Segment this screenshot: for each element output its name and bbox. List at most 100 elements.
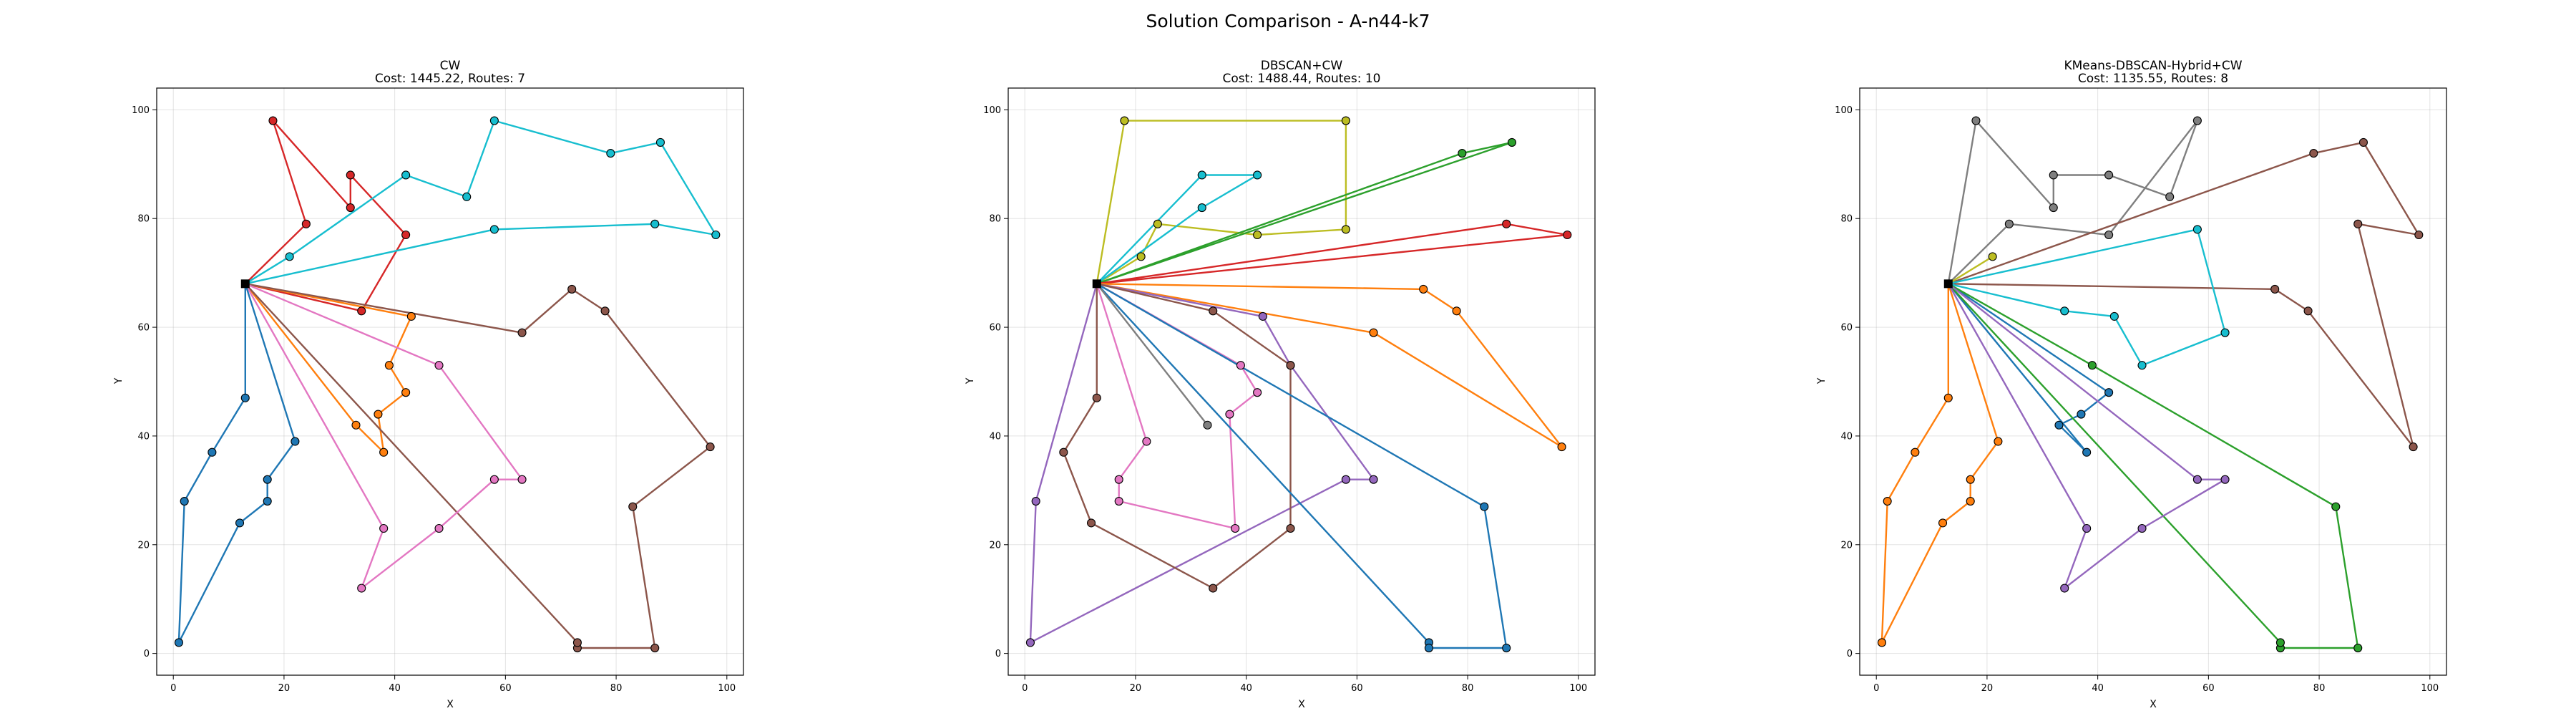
customer-point	[1114, 496, 1123, 506]
customer-point	[1458, 149, 1467, 158]
customer-point	[2087, 361, 2097, 370]
customer-point	[1369, 475, 1378, 484]
y-tick-label: 60	[1840, 323, 1853, 334]
customer-point	[2049, 203, 2058, 213]
customer-point	[2054, 420, 2064, 430]
customer-point	[2309, 149, 2318, 158]
customer-point	[1480, 502, 1489, 511]
axes-frame	[156, 87, 744, 676]
customer-point	[1153, 219, 1162, 228]
customer-point	[291, 437, 300, 446]
route-line-9	[1096, 283, 1508, 649]
y-tick-label: 40	[137, 431, 150, 442]
customer-point	[346, 170, 355, 180]
customer-point	[1120, 116, 1129, 125]
panel-kmeans-dbscan-hybrid-cw: KMeans-DBSCAN-Hybrid+CW Cost: 1135.55, R…	[1816, 59, 2447, 710]
customer-point	[1197, 203, 1206, 213]
customer-point	[2358, 137, 2368, 147]
customer-point	[1369, 328, 1378, 337]
customer-point	[1253, 230, 1262, 240]
customer-point	[2303, 306, 2313, 316]
customer-point	[406, 311, 416, 321]
customer-point	[1025, 638, 1035, 647]
x-tick-label: 100	[2421, 683, 2439, 694]
y-tick-label: 100	[983, 105, 1001, 116]
customer-point	[1142, 437, 1151, 446]
customer-point	[2353, 219, 2363, 228]
panel-subtitle: Cost: 1135.55, Routes: 8	[2078, 72, 2228, 86]
customer-point	[2049, 170, 2058, 180]
x-tick-label: 100	[718, 683, 736, 694]
customer-point	[462, 192, 472, 201]
route-line-1	[244, 120, 407, 312]
route-line-1	[1096, 120, 1347, 285]
panel-cw: CW Cost: 1445.22, Routes: 7 X Y 0 20 40 60 8…	[113, 59, 744, 710]
customer-point	[379, 523, 389, 533]
customer-point	[401, 388, 411, 397]
customer-point	[2137, 523, 2147, 533]
y-tick-label: 60	[137, 323, 150, 334]
customer-point	[2060, 306, 2069, 316]
y-tick-label: 60	[989, 323, 1001, 334]
customer-point	[1231, 523, 1240, 533]
customer-point	[357, 306, 366, 316]
y-tick-label: 20	[137, 540, 150, 551]
customer-point	[208, 448, 217, 457]
customer-point	[1883, 496, 1892, 506]
x-tick-label: 20	[278, 683, 291, 694]
x-tick-label: 100	[1569, 683, 1587, 694]
y-tick-label: 0	[1847, 649, 1853, 659]
y-axis-label: Y	[113, 377, 125, 384]
x-tick-label: 0	[1873, 683, 1879, 694]
customer-point	[650, 643, 660, 653]
customer-point	[600, 306, 610, 316]
customer-point	[1253, 388, 1262, 397]
y-tick-label: 40	[989, 431, 1001, 442]
customer-point	[1286, 361, 1295, 370]
customer-point	[1114, 475, 1123, 484]
customer-point	[2077, 410, 2086, 419]
x-axis-label: X	[2150, 699, 2157, 710]
route-line-5	[1096, 283, 1563, 448]
customer-point	[2220, 328, 2230, 337]
x-tick-label: 40	[2092, 683, 2104, 694]
customer-point	[1209, 306, 1218, 316]
customer-point	[401, 230, 411, 240]
customer-point	[1092, 393, 1101, 402]
customer-point	[2192, 116, 2202, 125]
customer-point	[2082, 448, 2092, 457]
customer-point	[1209, 584, 1218, 593]
customer-point	[1341, 475, 1350, 484]
customer-point	[489, 225, 499, 234]
panel-subtitle: Cost: 1445.22, Routes: 7	[375, 72, 525, 86]
customer-point	[268, 116, 278, 125]
customer-point	[1966, 496, 1975, 506]
customer-point	[2082, 523, 2092, 533]
customer-point	[1253, 170, 1262, 180]
customer-point	[1136, 252, 1146, 261]
y-tick-label: 0	[144, 649, 150, 659]
customer-point	[174, 638, 183, 647]
customer-point	[401, 170, 411, 180]
customer-point	[2104, 230, 2114, 240]
y-tick-label: 80	[137, 214, 150, 225]
figure-title: Solution Comparison - A-n44-k7	[1146, 11, 1430, 32]
customer-point	[374, 410, 383, 419]
customer-point	[1911, 448, 1920, 457]
customer-point	[606, 149, 615, 158]
x-tick-label: 0	[1022, 683, 1028, 694]
customer-point	[263, 496, 272, 506]
x-tick-label: 60	[2202, 683, 2215, 694]
customer-point	[1507, 137, 1517, 147]
panel-subtitle: Cost: 1488.44, Routes: 10	[1223, 72, 1381, 86]
x-tick-label: 20	[1130, 683, 1142, 694]
customer-point	[2104, 170, 2114, 180]
y-tick-label: 80	[989, 214, 1001, 225]
x-tick-label: 80	[610, 683, 623, 694]
customer-point	[240, 393, 250, 402]
customer-point	[2275, 638, 2285, 647]
customer-point	[1877, 638, 1886, 647]
route-line-6	[1947, 283, 2110, 453]
customer-point	[1341, 225, 1350, 234]
